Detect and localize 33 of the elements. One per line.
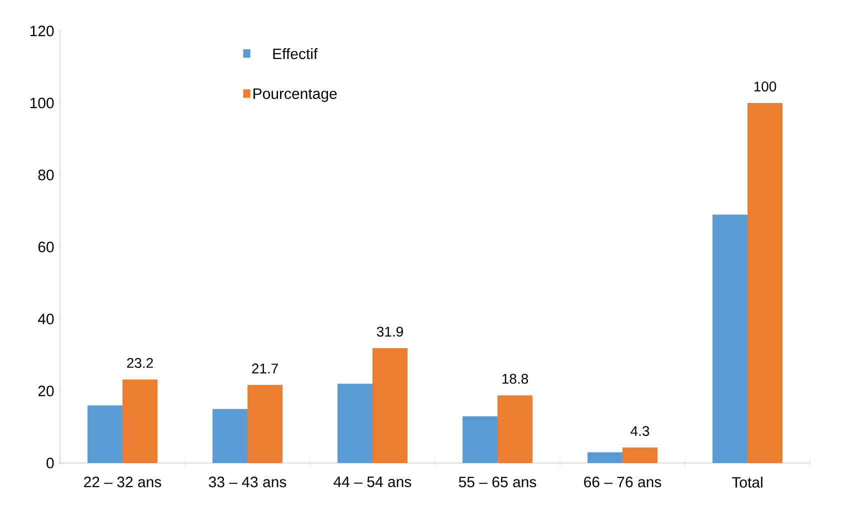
bar bbox=[712, 214, 748, 463]
x-tick-label: 55 – 65 ans bbox=[458, 476, 536, 488]
bar bbox=[588, 452, 623, 463]
data-label: 4.3 bbox=[630, 426, 650, 436]
bar bbox=[88, 405, 122, 463]
x-tick-label: 66 – 76 ans bbox=[584, 476, 662, 488]
bar bbox=[212, 409, 248, 463]
data-label: 23.2 bbox=[127, 358, 153, 368]
y-tick-label: 80 bbox=[38, 170, 54, 180]
x-tick-label: 22 – 32 ans bbox=[84, 476, 162, 488]
y-tick-label: 120 bbox=[30, 26, 54, 36]
data-label: 31.9 bbox=[376, 326, 403, 337]
y-tick-label: 40 bbox=[38, 314, 54, 324]
data-label: 21.7 bbox=[252, 364, 278, 374]
y-tick-label: 0 bbox=[46, 458, 54, 468]
bar bbox=[248, 384, 283, 463]
bar bbox=[122, 379, 158, 463]
bar bbox=[372, 348, 408, 463]
bar bbox=[748, 102, 783, 463]
y-tick-label: 60 bbox=[38, 242, 54, 252]
x-tick-label: 33 – 43 ans bbox=[208, 476, 286, 488]
x-tick-label: Total bbox=[732, 476, 762, 488]
legend-label: Pourcentage bbox=[254, 88, 337, 102]
data-label: 100 bbox=[754, 82, 776, 92]
bar bbox=[462, 416, 498, 463]
y-tick-label: 20 bbox=[38, 386, 54, 396]
legend-label: Effectif bbox=[273, 48, 318, 60]
x-tick-label: 44 – 54 ans bbox=[334, 476, 412, 488]
bar bbox=[498, 395, 533, 463]
bar bbox=[338, 384, 373, 463]
bar bbox=[622, 448, 658, 463]
data-label: 18.8 bbox=[502, 374, 528, 384]
y-tick-label: 100 bbox=[30, 98, 54, 108]
